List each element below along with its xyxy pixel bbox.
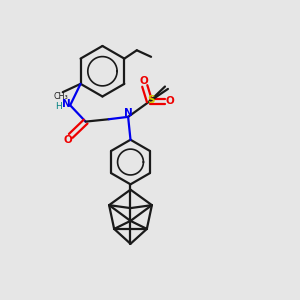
Text: N: N: [124, 108, 133, 118]
Text: N: N: [62, 99, 71, 109]
Text: CH₃: CH₃: [53, 92, 68, 101]
Text: O: O: [64, 135, 73, 145]
Text: O: O: [140, 76, 148, 85]
Text: H: H: [56, 102, 62, 111]
Text: S: S: [147, 94, 154, 105]
Text: O: O: [166, 96, 175, 106]
